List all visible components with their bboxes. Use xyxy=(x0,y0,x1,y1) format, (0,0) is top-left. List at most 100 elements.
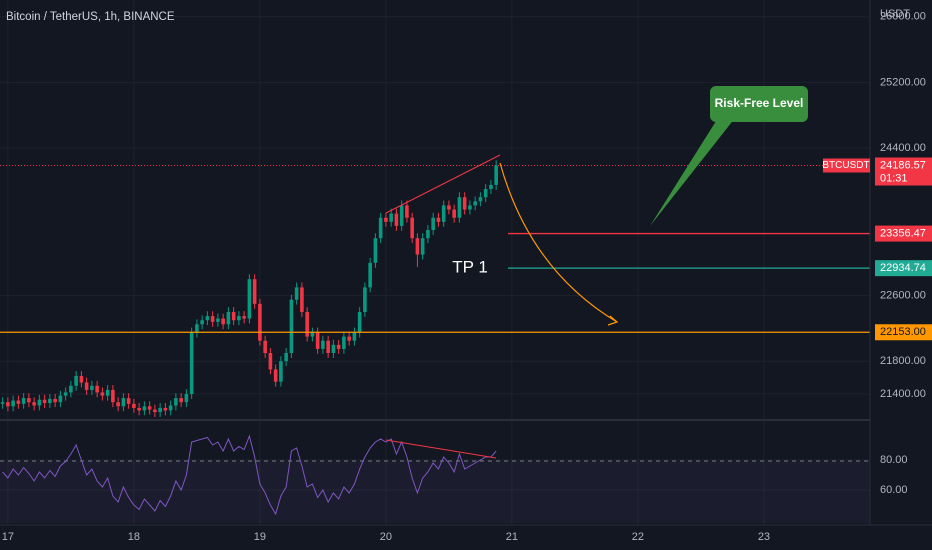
rsi-band xyxy=(0,461,870,523)
candle-body xyxy=(226,312,231,325)
candle-body xyxy=(399,205,404,226)
candle-body xyxy=(37,399,42,406)
level-label: 23356.47 xyxy=(880,227,926,239)
candle-body xyxy=(384,217,388,222)
candle-body xyxy=(279,361,283,382)
chart-title: Bitcoin / TetherUS, 1h, BINANCE xyxy=(6,11,175,23)
candle-body xyxy=(489,184,493,190)
x-tick-label: 19 xyxy=(254,531,266,543)
level-tag xyxy=(875,260,932,277)
symbol-tag xyxy=(823,158,870,173)
candle-body xyxy=(263,340,267,354)
candle-body xyxy=(342,336,346,349)
candle-body xyxy=(210,316,215,322)
candle-body xyxy=(189,332,194,395)
candle-body xyxy=(452,209,456,218)
level-label: 22934.74 xyxy=(880,262,926,274)
candle-body xyxy=(90,385,94,390)
grid xyxy=(0,0,870,525)
candle-body xyxy=(242,316,246,319)
candle-body xyxy=(111,389,115,403)
candle-body xyxy=(79,375,84,383)
candle-body xyxy=(105,389,110,396)
candle-body xyxy=(0,402,5,404)
candle-body xyxy=(69,385,73,393)
candle-body xyxy=(231,312,236,321)
y-tick-label: 25200.00 xyxy=(880,76,926,88)
currency: USDT xyxy=(880,8,910,20)
rsi-tick-label: 60.00 xyxy=(880,484,908,496)
candle-body xyxy=(473,201,477,206)
candle-body xyxy=(147,406,152,410)
candle-body xyxy=(415,238,420,255)
candle-body xyxy=(205,316,210,321)
x-tick-label: 20 xyxy=(380,531,392,543)
candle-body xyxy=(273,369,278,382)
candle-body xyxy=(121,398,126,407)
candle-body xyxy=(420,238,425,255)
arrow-head xyxy=(607,315,619,326)
candle-body xyxy=(336,344,341,349)
candle-body xyxy=(494,165,498,185)
candle-body xyxy=(84,382,89,390)
candle-body xyxy=(321,340,325,349)
y-tick-label: 21800.00 xyxy=(880,355,926,367)
candle-body xyxy=(300,287,304,313)
callout-text: Risk-Free Level xyxy=(715,96,804,110)
candle-body xyxy=(174,398,178,406)
candle-body xyxy=(357,312,362,333)
candle-body xyxy=(184,394,189,403)
candle-body xyxy=(305,312,309,337)
candle-body xyxy=(237,316,241,321)
candle-body xyxy=(252,279,257,304)
y-tick-label: 24400.00 xyxy=(880,142,926,154)
candle-body xyxy=(436,217,441,222)
candle-body xyxy=(63,392,68,396)
y-tick-label: 22600.00 xyxy=(880,290,926,302)
candle-body xyxy=(132,403,136,408)
price-tag xyxy=(875,157,932,186)
price-divergence xyxy=(385,154,501,214)
candle-body xyxy=(168,405,173,411)
candle-body xyxy=(200,320,204,325)
level-tag xyxy=(875,225,932,242)
candle-body xyxy=(405,205,409,218)
candle-body xyxy=(137,407,141,411)
level-tag xyxy=(875,324,932,341)
candle-body xyxy=(179,398,183,403)
candle-body xyxy=(32,402,36,406)
candle-body xyxy=(11,400,15,407)
candle-body xyxy=(373,238,378,263)
candle-body xyxy=(153,409,157,413)
x-tick-label: 23 xyxy=(758,531,770,543)
candle-body xyxy=(42,399,47,404)
candle-body xyxy=(6,402,10,407)
candle-body xyxy=(431,217,435,231)
candle-body xyxy=(16,400,21,404)
candle-body xyxy=(378,217,383,239)
rsi-line xyxy=(2,434,497,516)
candle-body xyxy=(310,332,315,337)
candle-body xyxy=(363,287,367,313)
candle-body xyxy=(48,398,52,404)
candle-body xyxy=(21,398,26,404)
candle-body xyxy=(410,217,414,239)
candle-body xyxy=(447,205,451,210)
x-tick-label: 17 xyxy=(2,531,14,543)
callout-box xyxy=(710,86,808,122)
y-tick-label: 21400.00 xyxy=(880,388,926,400)
candle-body xyxy=(100,392,105,396)
callout-pointer xyxy=(650,118,735,226)
level-label: 22153.00 xyxy=(880,326,926,338)
marks xyxy=(0,160,870,516)
candle-body xyxy=(142,406,147,411)
candle-body xyxy=(483,189,488,198)
y-tick-label: 26000.00 xyxy=(880,11,926,23)
x-tick-label: 18 xyxy=(128,531,140,543)
candle-body xyxy=(216,318,220,322)
rsi-divergence xyxy=(385,439,497,459)
candle-body xyxy=(284,353,288,362)
x-tick-label: 21 xyxy=(506,531,518,543)
candle-body xyxy=(478,197,483,202)
